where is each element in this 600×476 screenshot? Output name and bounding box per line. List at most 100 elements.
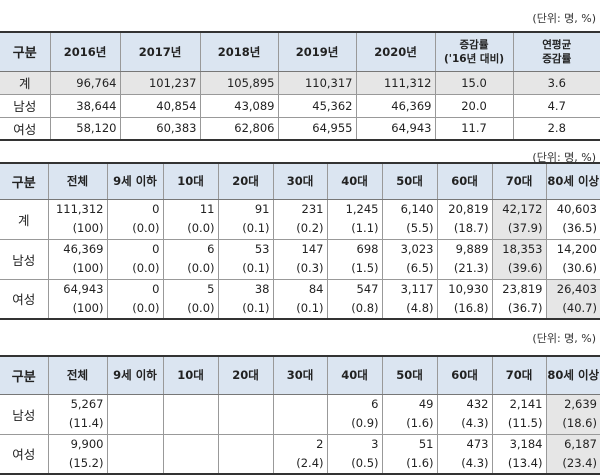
table-cell: 432 (4.3) — [436, 394, 492, 435]
column-header: 50대 — [381, 163, 437, 200]
count-value: 3,184 — [509, 436, 543, 451]
table-cell: 53 (0.1) — [217, 239, 273, 280]
yearly-table: 구분 2016년 2017년 2018년 2019년 2020년 증감률 ('16… — [0, 31, 600, 141]
column-header: 구분 — [0, 356, 48, 395]
table-cell: 10,930 (16.8) — [436, 279, 492, 320]
percent-value: (0.0) — [132, 300, 160, 315]
table-cell: 62,806 — [199, 117, 278, 141]
count-value: 51 — [418, 436, 434, 451]
table-cell: 15.0 — [434, 71, 513, 95]
count-value: 0 — [152, 242, 160, 256]
table-cell: 698 (1.5) — [326, 239, 382, 280]
table-cell — [162, 394, 218, 435]
percent-value: (0.0) — [187, 221, 215, 235]
table-cell: 38,644 — [49, 94, 120, 118]
table-cell: 5,267 (11.4) — [47, 394, 107, 435]
percent-value: (11.4) — [68, 416, 104, 430]
percent-value: (4.3) — [461, 416, 489, 430]
age-table-total: 구분 전체 9세 이하 10대 20대 30대 40대 50대 60대 70대 80세 이상 계 11… — [0, 162, 600, 320]
row-label: 남성 — [0, 394, 48, 435]
percent-value: (36.7) — [507, 300, 543, 315]
count-value: 432 — [466, 397, 489, 411]
table-cell: 6 (0.9) — [326, 394, 382, 435]
count-value: 0 — [152, 281, 160, 296]
count-value: 38 — [254, 281, 270, 296]
count-value: 3 — [371, 436, 379, 451]
percent-value: (5.5) — [406, 221, 434, 235]
unit-label-2: (단위: 명, %) — [532, 151, 596, 164]
table-cell: 2,141 (11.5) — [491, 394, 546, 435]
table-row: 남성 5,267 (11.4) 6 (0.9) 49 (1.6) 432 (4.3) 2,141 (… — [0, 394, 600, 435]
header-2017: 2017년 — [119, 32, 200, 72]
count-value: 64,943 — [63, 281, 104, 296]
table-cell: 9,889 (21.3) — [436, 239, 492, 280]
header-annual-rate-line2: 증감률 — [542, 52, 572, 65]
column-header: 80세 이상 — [545, 356, 600, 395]
percent-value: (0.1) — [242, 261, 270, 275]
count-value: 6 — [207, 242, 215, 256]
percent-value: (100) — [72, 300, 104, 315]
count-value: 147 — [301, 242, 324, 256]
table-cell: 45,362 — [277, 94, 356, 118]
percent-value: (13.4) — [507, 455, 543, 470]
row-label: 계 — [0, 199, 48, 240]
percent-value: (0.9) — [351, 416, 379, 430]
table-cell — [106, 434, 163, 475]
table-cell: 2.8 — [512, 117, 600, 141]
percent-value: (0.3) — [296, 261, 324, 275]
age-table-subset: 구분 전체 9세 이하 10대 20대 30대 40대 50대 60대 70대 80세 이상 남성 5… — [0, 355, 600, 475]
table-cell: 96,764 — [49, 71, 120, 95]
table-cell: 473 (4.3) — [436, 434, 492, 475]
table-cell: 64,955 — [277, 117, 356, 141]
table-cell: 18,353 (39.6) — [491, 239, 546, 280]
percent-value: (37.9) — [507, 221, 543, 235]
table-cell: 42,172 (37.9) — [491, 199, 546, 240]
percent-value: (0.0) — [187, 300, 215, 315]
count-value: 20,819 — [448, 202, 489, 216]
table-row: 계 96,764 101,237 105,895 110,317 111,312 15.0 3… — [0, 71, 600, 95]
column-header: 9세 이하 — [106, 356, 163, 395]
count-value: 0 — [152, 202, 160, 216]
count-value: 14,200 — [556, 242, 597, 256]
table-cell: 51 (1.6) — [381, 434, 437, 475]
unit-label-3: (단위: 명, %) — [532, 332, 596, 345]
count-value: 231 — [301, 202, 324, 216]
table-cell: 111,312 (100) — [47, 199, 107, 240]
percent-value: (1.5) — [351, 261, 379, 275]
table-cell: 0 (0.0) — [106, 199, 163, 240]
column-header: 60대 — [436, 163, 492, 200]
unit-label-1: (단위: 명, %) — [532, 12, 596, 25]
column-header: 40대 — [326, 163, 382, 200]
table-cell: 46,369 — [355, 94, 435, 118]
count-value: 9,900 — [70, 436, 104, 451]
count-value: 5 — [207, 281, 215, 296]
header-2019: 2019년 — [277, 32, 356, 72]
table-cell: 14,200 (30.6) — [545, 239, 600, 280]
row-label: 여성 — [0, 279, 48, 320]
percent-value: (0.1) — [296, 300, 324, 315]
column-header: 60대 — [436, 356, 492, 395]
header-change-rate: 증감률 ('16년 대비) — [434, 32, 513, 72]
table-cell: 0 (0.0) — [106, 239, 163, 280]
table-cell: 49 (1.6) — [381, 394, 437, 435]
count-value: 698 — [356, 242, 379, 256]
percent-value: (100) — [72, 221, 104, 235]
count-value: 42,172 — [502, 202, 543, 216]
count-value: 10,930 — [448, 281, 489, 296]
percent-value: (1.1) — [351, 221, 379, 235]
count-value: 49 — [418, 397, 434, 411]
column-header: 10대 — [162, 163, 218, 200]
table-cell: 40,603 (36.5) — [545, 199, 600, 240]
column-header: 20대 — [217, 356, 273, 395]
table-cell: 9,900 (15.2) — [47, 434, 107, 475]
table-cell: 60,383 — [119, 117, 200, 141]
count-value: 111,312 — [55, 202, 104, 216]
table-cell: 38 (0.1) — [217, 279, 273, 320]
count-value: 2,639 — [564, 397, 597, 411]
count-value: 23,819 — [502, 281, 543, 296]
table-cell: 43,089 — [199, 94, 278, 118]
header-2018: 2018년 — [199, 32, 278, 72]
percent-value: (2.4) — [296, 455, 324, 470]
table-cell: 46,369 (100) — [47, 239, 107, 280]
table-cell: 20.0 — [434, 94, 513, 118]
